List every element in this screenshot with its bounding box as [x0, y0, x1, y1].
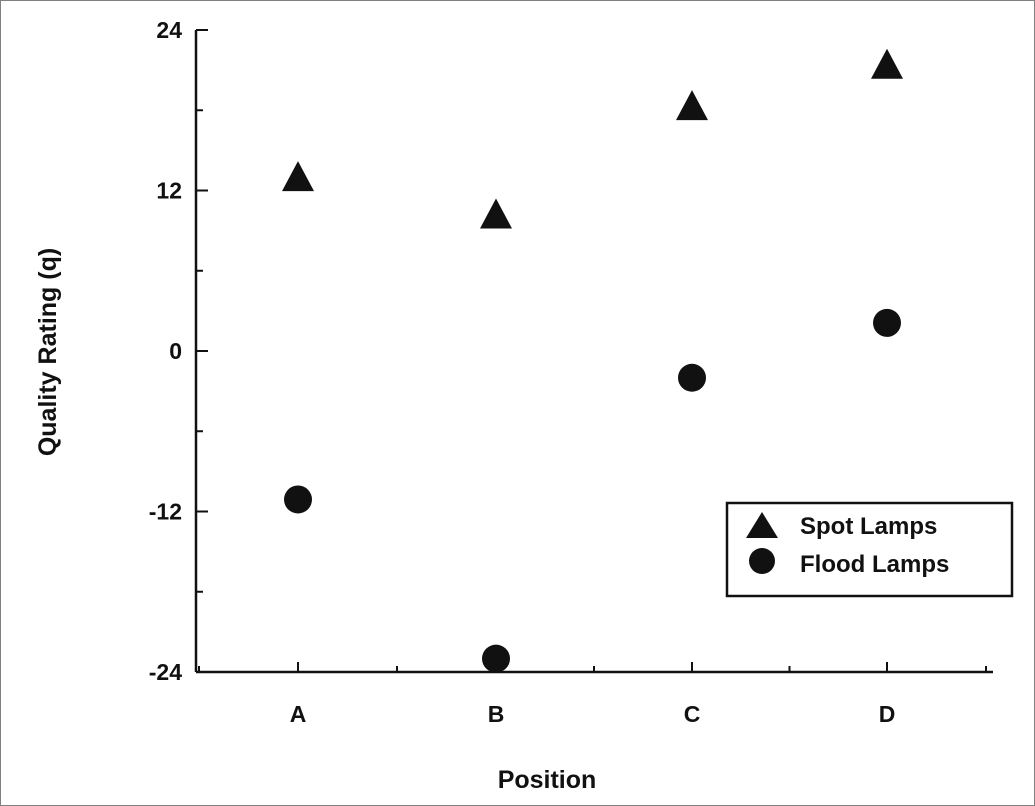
spot-lamp-point [282, 161, 314, 192]
flood-lamp-point [284, 485, 312, 514]
spot-lamp-point [676, 90, 708, 121]
x-axis-title: Position [498, 766, 597, 794]
y-axis-ticks: 24 12 0 -12 -24 [149, 17, 208, 685]
y-tick-label: 24 [156, 17, 182, 43]
legend-triangle-icon [746, 512, 778, 538]
x-tick-label: C [684, 701, 701, 727]
x-tick-label: D [879, 701, 896, 727]
y-tick-label: -12 [149, 499, 182, 525]
flood-lamp-point [873, 308, 901, 337]
legend-label-spot: Spot Lamps [800, 513, 937, 540]
spot-lamp-point [480, 198, 512, 229]
data-points [282, 48, 903, 673]
x-tick-label: B [488, 701, 505, 727]
spot-lamp-point [871, 48, 903, 79]
flood-lamp-point [678, 363, 706, 392]
x-tick-label: A [290, 701, 307, 727]
y-axis-title: Quality Rating (q) [34, 248, 62, 456]
y-tick-label: 0 [169, 338, 182, 364]
y-tick-label: 12 [156, 178, 182, 204]
x-axis-ticks: A B C D [198, 662, 987, 727]
legend-circle-icon [749, 548, 775, 574]
flood-lamp-point [482, 644, 510, 673]
y-tick-label: -24 [149, 659, 182, 685]
legend-label-flood: Flood Lamps [800, 551, 949, 578]
legend: Spot Lamps Flood Lamps [725, 501, 1014, 598]
legend-box [725, 501, 1014, 598]
